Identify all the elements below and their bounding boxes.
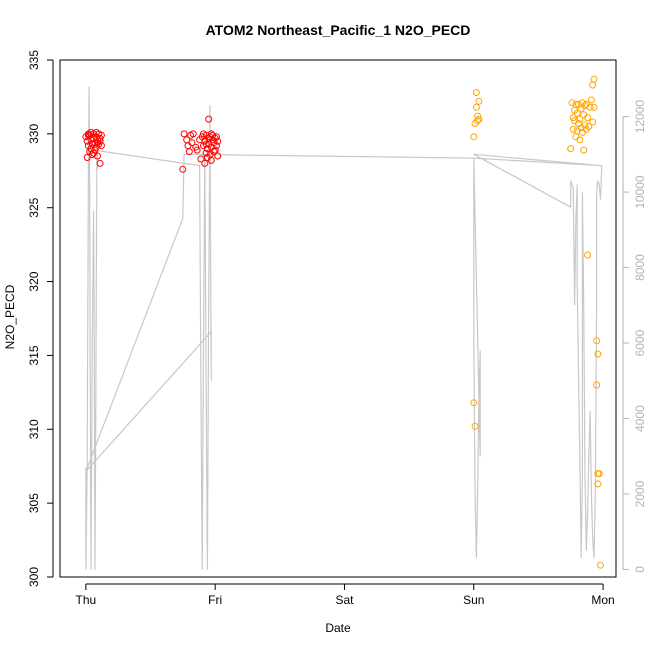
y-left-tick-label: 330 xyxy=(27,124,41,144)
y-right-tick-label: 8000 xyxy=(633,254,647,281)
orange-data-point xyxy=(589,118,597,126)
orange-data-point xyxy=(594,350,602,358)
orange-data-point xyxy=(470,399,478,407)
y-right-tick-label: 10000 xyxy=(633,175,647,209)
red-data-point xyxy=(179,165,187,173)
red-data-point xyxy=(207,156,215,164)
orange-data-point xyxy=(573,109,581,117)
red-data-point xyxy=(205,115,213,123)
orange-data-point xyxy=(568,99,576,107)
y-right-tick-label: 2000 xyxy=(633,480,647,507)
red-data-point xyxy=(214,137,222,145)
red-data-point xyxy=(213,142,220,150)
red-data-point xyxy=(210,148,218,156)
y-left-tick-label: 305 xyxy=(27,493,41,513)
orange-data-point xyxy=(576,136,584,144)
orange-data-point xyxy=(590,103,598,111)
red-data-point xyxy=(96,159,104,167)
y-left-tick-label: 315 xyxy=(27,345,41,365)
y-axis-label: N2O_PECD xyxy=(3,284,17,349)
orange-data-point xyxy=(597,561,604,569)
red-data-point xyxy=(84,131,92,139)
orange-data-point xyxy=(590,75,598,83)
red-data-point xyxy=(203,145,211,153)
y-left-tick-label: 300 xyxy=(27,567,41,587)
y-right-tick-label: 6000 xyxy=(633,329,647,356)
red-data-point xyxy=(214,152,222,160)
orange-data-point xyxy=(474,117,482,125)
orange-data-point xyxy=(572,100,580,108)
x-tick-label: Mon xyxy=(591,593,614,607)
x-tick-label: Sat xyxy=(335,593,354,607)
y-left-tick-label: 310 xyxy=(27,419,41,439)
orange-data-point xyxy=(586,103,594,111)
x-axis-label: Date xyxy=(325,621,351,635)
y-right-tick-label: 12000 xyxy=(633,100,647,134)
red-data-point xyxy=(211,146,219,154)
orange-data-point xyxy=(569,125,577,133)
x-tick-label: Sun xyxy=(463,593,484,607)
altitude-line xyxy=(85,86,603,570)
orange-data-point xyxy=(471,422,479,430)
orange-data-point xyxy=(567,145,575,153)
orange-data-point xyxy=(593,381,601,389)
axis-layer: Thu Fri Sat Sun Mon 300 305 310 315 320 325 330 335 0… xyxy=(27,50,647,607)
red-data-point xyxy=(188,139,196,147)
orange-data-point xyxy=(472,89,480,96)
red-data-point xyxy=(207,130,215,138)
y-left-tick-label: 325 xyxy=(27,197,41,217)
x-tick-label: Fri xyxy=(208,593,222,607)
orange-data-point xyxy=(593,337,601,345)
altitude-line-layer xyxy=(85,86,603,570)
orange-data-point xyxy=(594,480,602,488)
orange-data-point xyxy=(475,97,483,105)
red-data-point xyxy=(83,154,91,161)
orange-data-point xyxy=(585,123,593,130)
data-point-layer xyxy=(82,75,604,569)
red-data-point xyxy=(202,140,210,148)
red-data-point xyxy=(94,139,101,147)
orange-data-point xyxy=(475,115,483,123)
red-data-point xyxy=(201,159,209,167)
orange-data-point xyxy=(576,115,584,123)
plot-frame xyxy=(59,59,617,578)
y-right-tick-label: 4000 xyxy=(633,405,647,432)
y-right-tick-label: 0 xyxy=(633,566,647,573)
red-data-point xyxy=(193,146,201,154)
orange-data-point xyxy=(584,114,592,122)
x-tick-label: Thu xyxy=(76,593,97,607)
red-data-point xyxy=(90,149,98,157)
orange-data-point xyxy=(581,102,589,110)
red-data-point xyxy=(189,130,197,138)
red-data-point xyxy=(185,148,193,156)
orange-data-point xyxy=(470,133,478,141)
chart-title: ATOM2 Northeast_Pacific_1 N2O_PECD xyxy=(206,22,471,38)
orange-data-point xyxy=(472,103,480,111)
red-data-point xyxy=(92,128,100,136)
orange-data-point xyxy=(589,81,597,89)
orange-data-point xyxy=(581,121,589,129)
red-data-point xyxy=(213,133,220,141)
orange-data-point xyxy=(580,146,588,154)
y-left-tick-label: 335 xyxy=(27,50,41,70)
orange-data-point xyxy=(587,96,595,104)
y-left-tick-label: 320 xyxy=(27,271,41,291)
red-data-point xyxy=(180,130,188,138)
orange-data-point xyxy=(595,470,603,478)
red-data-point xyxy=(197,155,205,163)
red-data-point xyxy=(202,149,210,157)
orange-data-point xyxy=(584,251,592,259)
